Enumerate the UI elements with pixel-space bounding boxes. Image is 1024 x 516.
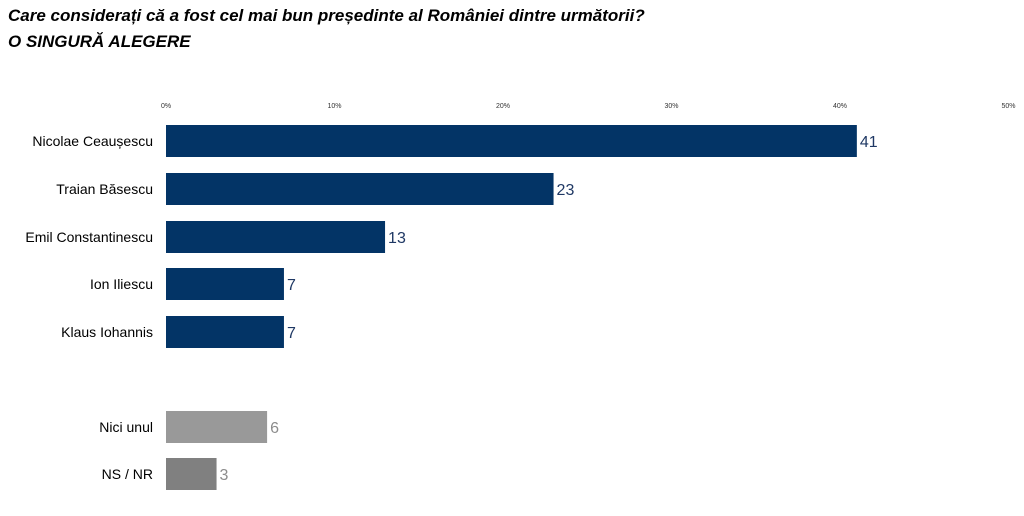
data-label: 7: [287, 325, 296, 342]
chart-title: Care considerați că a fost cel mai bun p…: [8, 6, 645, 25]
data-label: 23: [557, 182, 575, 199]
bar: [166, 411, 268, 443]
data-label: 3: [220, 467, 229, 484]
category-label: Nicolae Ceaușescu: [32, 133, 153, 149]
data-label: 13: [388, 230, 406, 247]
tick-label: 20%: [496, 103, 510, 110]
category-label: Klaus Iohannis: [61, 324, 153, 340]
category-label: Ion Iliescu: [90, 276, 153, 292]
category-label: NS / NR: [102, 466, 153, 482]
category-label: Nici unul: [99, 419, 153, 435]
data-label: 7: [287, 277, 296, 294]
bar: [166, 221, 386, 253]
bar: [166, 173, 554, 205]
data-label: 41: [860, 134, 878, 151]
tick-label: 0%: [161, 103, 171, 110]
category-label: Emil Constantinescu: [25, 229, 153, 245]
tick-label: 10%: [327, 103, 341, 110]
bar: [166, 316, 284, 348]
tick-label: 30%: [664, 103, 678, 110]
bar: [166, 125, 857, 157]
bar: [166, 268, 284, 300]
category-label: Traian Băsescu: [56, 181, 153, 197]
data-label: 6: [270, 420, 279, 437]
bar: [166, 458, 217, 490]
tick-label: 40%: [833, 103, 847, 110]
tick-label: 50%: [1001, 103, 1015, 110]
chart-subtitle: O SINGURĂ ALEGERE: [8, 32, 191, 51]
